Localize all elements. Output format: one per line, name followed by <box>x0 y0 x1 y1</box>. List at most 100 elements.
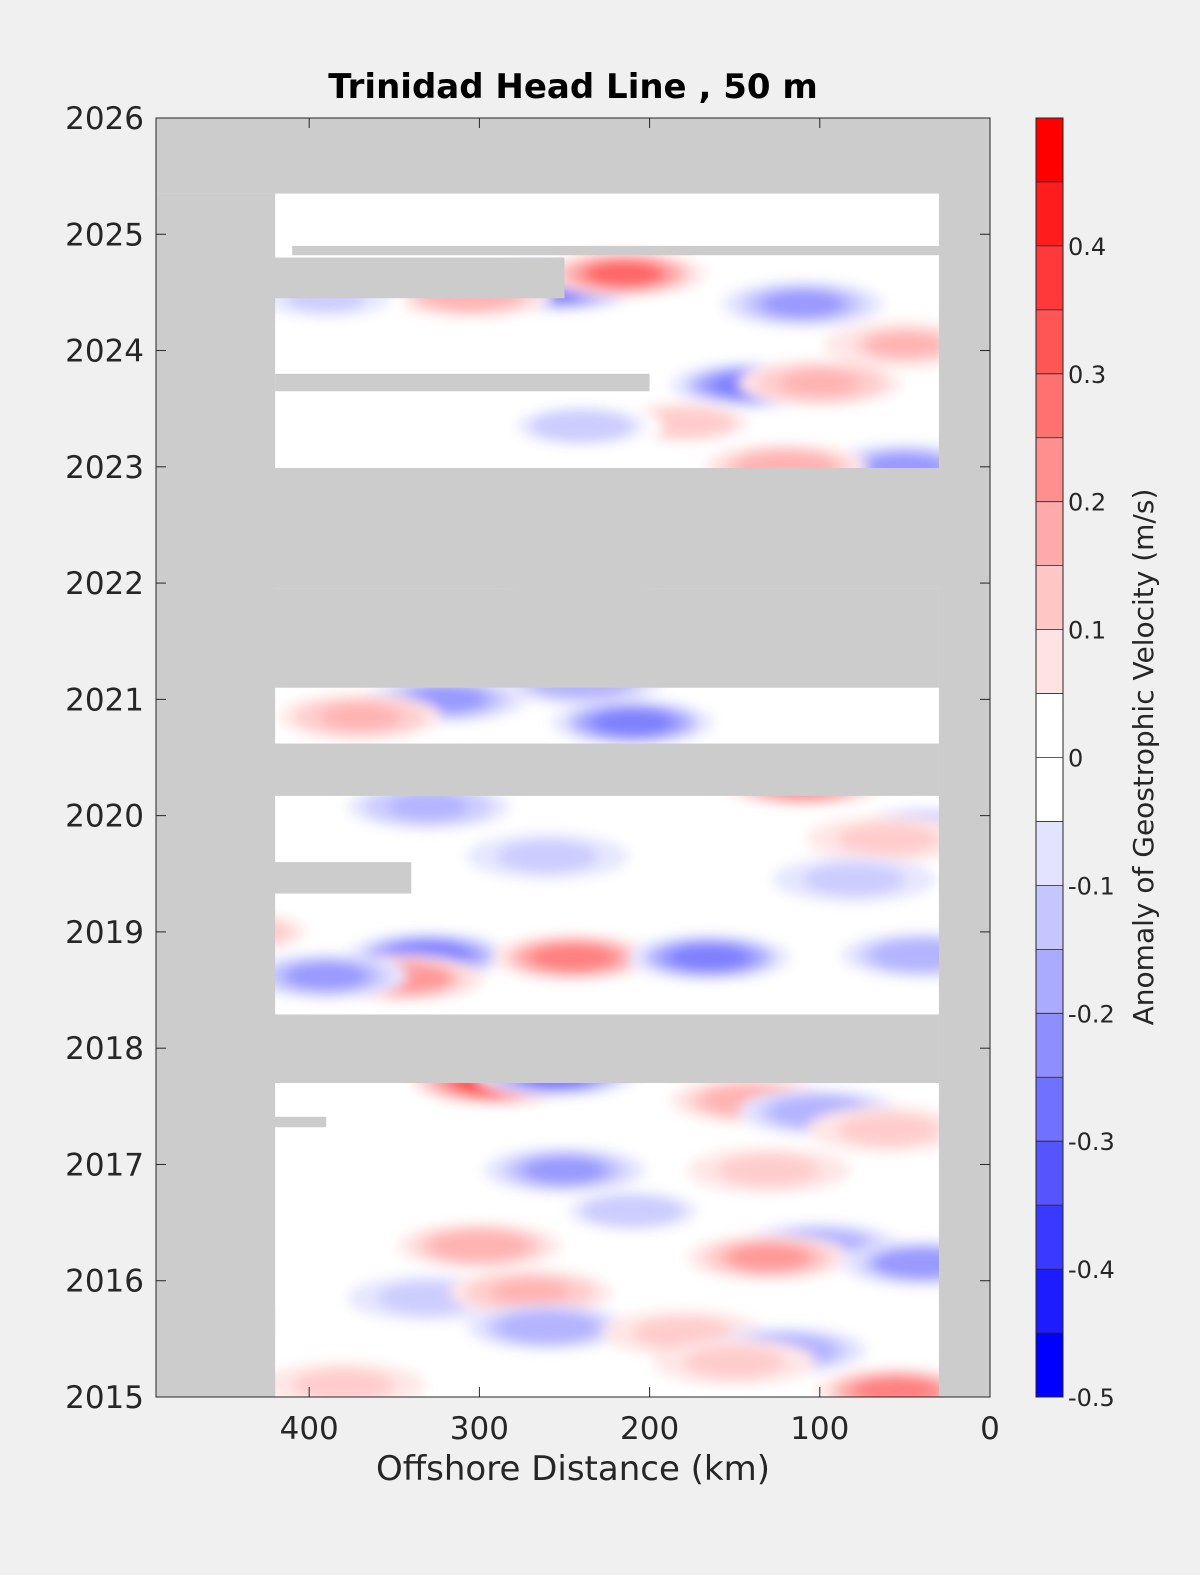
y-tick-label: 2020 <box>65 799 144 835</box>
colorbar-tick-label: 0.1 <box>1068 617 1106 645</box>
no-data-band <box>156 193 276 1397</box>
anomaly-contour <box>584 260 664 288</box>
no-data-band <box>156 1014 939 1084</box>
anomaly-contour <box>508 843 587 870</box>
anomaly-contour <box>780 369 859 397</box>
colorbar-segment <box>1036 373 1063 438</box>
anomaly-contour <box>525 1157 604 1184</box>
colorbar-ticks: -0.5 -0.4 -0.3 -0.2 -0.1 0 0.1 0.2 0.3 0.4 <box>1068 233 1115 1412</box>
y-tick-label: 2016 <box>65 1264 144 1300</box>
anomaly-contour <box>542 412 621 440</box>
colorbar-segment <box>1036 1269 1063 1334</box>
y-tick-label: 2026 <box>65 101 144 137</box>
anomaly-contour <box>440 1232 519 1260</box>
x-tick-label: 100 <box>790 1411 849 1447</box>
anomaly-contour <box>321 703 400 731</box>
colorbar-segment <box>1036 437 1063 502</box>
no-data-band <box>156 899 242 911</box>
colorbar-segment <box>1036 1141 1063 1206</box>
anomaly-contour <box>304 1372 383 1397</box>
colorbar-segment <box>1036 885 1063 950</box>
x-axis-ticks: 400 300 200 100 0 <box>280 118 1000 1447</box>
no-data-band <box>156 1197 242 1211</box>
anomaly-contour <box>508 1314 587 1341</box>
y-tick-label: 2017 <box>65 1147 144 1183</box>
no-data-band <box>275 373 650 392</box>
colorbar-segment <box>1036 629 1063 694</box>
colorbar-tick-label: 0.2 <box>1068 489 1106 517</box>
anomaly-contour <box>729 1157 808 1184</box>
colorbar-segment <box>1036 1013 1063 1078</box>
colorbar-segment <box>1036 1205 1063 1270</box>
anomaly-contour <box>669 944 749 971</box>
no-data-band <box>156 862 412 894</box>
anomaly-contour <box>729 1244 808 1271</box>
colorbar-tick-label: -0.3 <box>1068 1128 1115 1156</box>
no-data-band <box>156 1307 276 1337</box>
x-tick-label: 400 <box>280 1411 339 1447</box>
y-tick-label: 2023 <box>65 450 144 486</box>
anomaly-contour <box>848 825 928 853</box>
colorbar-segment <box>1036 565 1063 630</box>
colorbar-segment <box>1036 757 1063 822</box>
colorbar-segment <box>1036 1333 1063 1397</box>
y-axis-ticks: 2015 2016 2017 2018 2019 2020 2021 2022 2023 2024… <box>65 101 990 1416</box>
colorbar-segment <box>1036 1077 1063 1142</box>
anomaly-contour <box>695 1348 774 1376</box>
anomaly-contour <box>287 962 366 990</box>
x-axis-label: Offshore Distance (km) <box>376 1449 770 1489</box>
colorbar-segment <box>1036 245 1063 310</box>
colorbar-segment <box>1036 309 1063 374</box>
no-data-band <box>156 467 990 589</box>
colorbar-frame <box>1035 117 1064 1398</box>
colorbar <box>1035 117 1064 1398</box>
x-tick-label: 300 <box>450 1411 509 1447</box>
anomaly-contour <box>644 409 723 436</box>
anomaly-contour <box>593 709 672 736</box>
colorbar-segment <box>1036 821 1063 886</box>
y-tick-label: 2019 <box>65 915 144 951</box>
no-data-band <box>156 743 939 796</box>
colorbar-tick-label: 0.4 <box>1068 233 1106 261</box>
colorbar-tick-label: -0.4 <box>1068 1256 1115 1284</box>
y-tick-label: 2022 <box>65 566 144 602</box>
no-data-band <box>938 118 990 1397</box>
no-data-band <box>156 1116 327 1128</box>
colorbar-segment <box>1036 118 1063 182</box>
no-data-band <box>292 245 939 256</box>
x-tick-label: 0 <box>980 1411 1000 1447</box>
anomaly-contour <box>593 1197 672 1225</box>
colorbar-segment <box>1036 181 1063 246</box>
y-tick-label: 2024 <box>65 334 144 370</box>
no-data-mask <box>156 118 990 1397</box>
plot-frame <box>155 117 991 1398</box>
y-tick-label: 2025 <box>65 217 144 253</box>
colorbar-tick-label: -0.1 <box>1068 872 1115 900</box>
colorbar-tick-label: 0 <box>1068 745 1083 773</box>
anomaly-contour <box>857 1377 936 1397</box>
colorbar-tick-label: 0.3 <box>1068 361 1106 389</box>
y-tick-label: 2021 <box>65 682 144 718</box>
no-data-band <box>156 118 990 194</box>
no-data-band <box>156 1371 276 1397</box>
anomaly-contour <box>491 1279 570 1306</box>
anomaly-contour <box>389 1284 468 1312</box>
no-data-band <box>156 588 939 688</box>
anomaly-contour <box>848 1116 928 1143</box>
anomaly-contour <box>389 793 468 820</box>
colorbar-tick-label: -0.5 <box>1068 1384 1115 1412</box>
anomaly-contour <box>533 944 613 971</box>
anomaly-contour <box>814 866 894 893</box>
y-tick-label: 2015 <box>65 1380 144 1416</box>
colorbar-segment <box>1036 949 1063 1014</box>
colorbar-segment <box>1036 501 1063 566</box>
colorbar-tick-label: -0.2 <box>1068 1000 1115 1028</box>
anomaly-contour <box>644 1319 723 1347</box>
plot-area <box>156 118 990 1397</box>
x-tick-label: 200 <box>620 1411 679 1447</box>
anomaly-contour <box>763 290 842 318</box>
anomaly-contour <box>865 331 945 358</box>
y-tick-label: 2018 <box>65 1031 144 1067</box>
chart-title: Trinidad Head Line , 50 m <box>328 67 818 107</box>
